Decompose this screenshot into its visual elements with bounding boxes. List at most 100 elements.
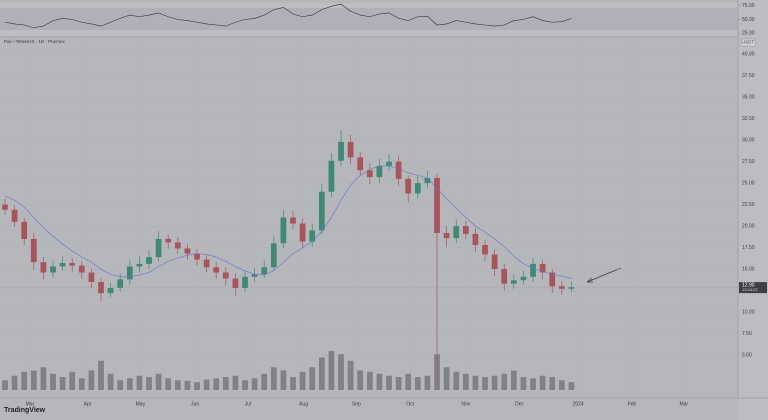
volume-bar (2, 380, 8, 390)
candle-body (69, 263, 76, 266)
x-tick-label: Feb (628, 401, 637, 407)
volume-bar (222, 377, 229, 390)
volume-bar (568, 382, 575, 390)
candle-body (213, 267, 220, 273)
volume-bar (328, 351, 335, 390)
x-tick-label: Mar (679, 401, 688, 407)
candle-body (424, 177, 431, 184)
volume-bar (40, 367, 47, 390)
candle-body (165, 238, 172, 243)
volume-bar (232, 375, 239, 390)
rsi-tick-label: 75.00 (742, 3, 755, 9)
last-price-label: 12.90 (742, 282, 755, 288)
volume-bar (107, 373, 114, 390)
candle-body (107, 287, 114, 294)
candle-body (146, 257, 152, 264)
volume-bar (482, 377, 488, 390)
y-tick-label: 20.00 (742, 223, 755, 229)
volume-bar (78, 378, 85, 390)
candle-body (328, 160, 335, 192)
volume-bar (318, 357, 325, 390)
candle-body (232, 278, 239, 288)
volume-bar (261, 373, 268, 390)
volume-bar (280, 370, 287, 390)
volume-bar (117, 380, 124, 390)
volume-bar (88, 370, 95, 390)
y-tick-label: 35.00 (742, 94, 755, 100)
y-tick-label: 15.00 (742, 266, 755, 272)
volume-bar (395, 377, 402, 390)
y-tick-label: 22.50 (742, 202, 755, 208)
volume-bar (510, 370, 517, 390)
volume-bar (338, 354, 344, 390)
candle-body (21, 221, 28, 239)
volume-bar (539, 375, 546, 390)
volume-bar (251, 378, 258, 390)
volume-bar (405, 373, 412, 390)
volume-bar (213, 378, 220, 390)
candle-body (318, 191, 325, 231)
volume-bar (309, 367, 316, 390)
candle-body (136, 263, 143, 267)
candle-body (443, 232, 450, 239)
x-tick-label: Jun (191, 401, 199, 407)
volume-bar (501, 373, 508, 390)
candle-body (491, 254, 498, 270)
candle-body (203, 259, 210, 268)
candle-body (11, 209, 18, 222)
candle-body (395, 161, 402, 179)
candle-body (376, 165, 383, 178)
arrow-head (586, 277, 593, 283)
currency[interactable]: USDT (742, 40, 755, 45)
candle-body (155, 238, 162, 258)
y-tick-label: 17.50 (742, 245, 755, 251)
candle-body (40, 262, 47, 273)
volume-bar (184, 380, 191, 390)
x-tick-label: Oct (406, 401, 414, 407)
currency-box[interactable] (740, 38, 756, 47)
candle-body (405, 178, 412, 194)
candle-body (549, 272, 556, 287)
candle-body (558, 286, 565, 289)
volume-bar (30, 370, 37, 390)
candle-body (453, 226, 460, 239)
brand-logo[interactable]: TradingView (4, 407, 46, 414)
y-tick-label: 5.00 (742, 352, 752, 358)
volume-bar (50, 373, 56, 390)
volume-bar (414, 377, 421, 390)
candle-body (347, 141, 354, 158)
candle-body (194, 253, 200, 260)
volume-bar (347, 360, 354, 390)
candle-body (174, 242, 181, 249)
volume-bar (443, 367, 450, 390)
volume-bar (558, 380, 565, 390)
volume-bar (366, 371, 373, 390)
candle-body (386, 161, 392, 166)
x-tick-label: Sep (352, 401, 361, 407)
volume-bar (98, 360, 104, 390)
y-tick-label: 40.00 (742, 52, 755, 58)
volume-bar (520, 377, 527, 390)
volume-bar (155, 373, 162, 390)
x-tick-label: Mar (26, 401, 35, 407)
x-tick-label: Dec (515, 401, 524, 407)
volume-bar (146, 377, 152, 390)
volume-bar (69, 371, 76, 390)
y-tick-label: 25.00 (742, 180, 755, 186)
volume-bar (472, 375, 479, 390)
volume-bar (174, 380, 181, 390)
candle-body (299, 223, 306, 242)
volume-bar (453, 371, 460, 390)
volume-bar (549, 377, 556, 390)
volume-bar (136, 375, 143, 390)
candle-body (2, 204, 8, 210)
volume-bar (424, 375, 431, 390)
candle-body (280, 217, 287, 244)
candle-body (78, 265, 85, 273)
candle-body (414, 183, 421, 194)
candle-body (290, 217, 296, 224)
candle-body (98, 281, 104, 294)
candle-body (530, 263, 536, 277)
volume-bar (290, 377, 296, 390)
